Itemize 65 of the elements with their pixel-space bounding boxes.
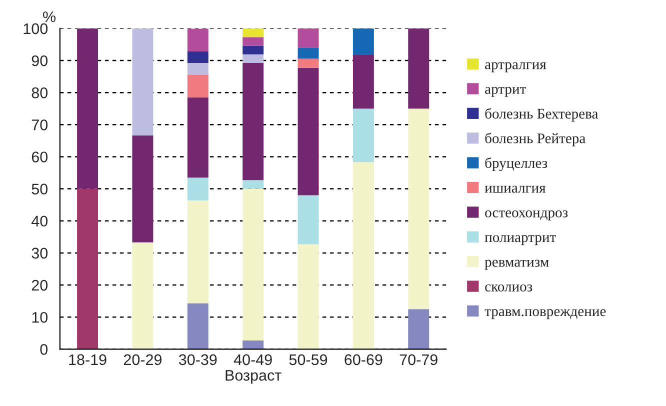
- y-tick-label: 50: [32, 184, 48, 194]
- x-axis-title: Возраст: [226, 370, 282, 384]
- bar: [408, 28, 430, 109]
- x-tick-label: 30-39: [178, 354, 217, 366]
- bar: [242, 340, 264, 350]
- bar: [352, 55, 374, 109]
- bar: [298, 195, 319, 244]
- legend-label: болезнь Рейтера: [485, 132, 586, 146]
- legend-label: травм.повреждение: [484, 309, 606, 320]
- bar: [132, 28, 154, 136]
- bar: [132, 242, 154, 350]
- bar: [132, 136, 154, 242]
- bar: [242, 54, 264, 64]
- bar: [242, 180, 264, 189]
- bar: [242, 37, 264, 46]
- y-tick-label: 80: [32, 87, 48, 98]
- bar: [242, 63, 264, 180]
- x-tick-label: 70-79: [400, 354, 438, 366]
- bar: [298, 28, 319, 48]
- x-tick-label: 18-19: [69, 354, 106, 366]
- bar: [352, 108, 374, 162]
- bar: [187, 74, 208, 98]
- y-axis-title: %: [43, 11, 56, 22]
- bar: [77, 28, 98, 189]
- legend-label: бруцеллез: [485, 157, 548, 171]
- legend-label: ревматизм: [484, 260, 549, 270]
- bar: [352, 28, 374, 56]
- y-tick-label: 10: [32, 312, 48, 323]
- bar: [298, 244, 319, 350]
- legend-label: остеохондроз: [485, 210, 568, 220]
- bar: [187, 200, 208, 304]
- y-tick-label: 100: [24, 23, 48, 34]
- y-tick-label: 60: [32, 152, 48, 162]
- bar: [242, 188, 264, 340]
- x-tick-label: 40-49: [234, 354, 272, 366]
- bar: [187, 63, 208, 75]
- bar: [187, 28, 208, 52]
- legend-label: артрит: [485, 86, 526, 97]
- bar: [187, 303, 208, 350]
- bar: [298, 68, 319, 196]
- legend-label: ишиалгия: [484, 186, 546, 193]
- y-tick-label: 90: [32, 55, 48, 66]
- bar: [187, 178, 208, 200]
- bar: [298, 48, 319, 59]
- legend-label: болезнь Бехтерева: [485, 108, 598, 122]
- y-tick-label: 40: [31, 216, 48, 227]
- bar: [187, 52, 208, 64]
- bar: [298, 58, 319, 68]
- legend-label: полиартрит: [484, 235, 556, 246]
- bar: [187, 97, 208, 178]
- y-tick-label: 20: [32, 280, 48, 291]
- legend-label: артралгия: [485, 62, 546, 72]
- y-tick-label: 30: [32, 248, 48, 259]
- y-tick-label: 70: [32, 120, 48, 130]
- bar: [242, 28, 264, 38]
- bar: [352, 162, 374, 350]
- x-tick-label: 60-69: [344, 354, 382, 366]
- bar: [408, 108, 430, 310]
- bar: [77, 188, 98, 350]
- x-tick-label: 20-29: [124, 354, 162, 366]
- bar: [242, 46, 264, 54]
- x-tick-label: 50-59: [289, 354, 328, 366]
- legend-label: сколиоз: [485, 284, 532, 292]
- bar: [408, 309, 430, 350]
- y-tick-label: 0: [40, 344, 48, 355]
